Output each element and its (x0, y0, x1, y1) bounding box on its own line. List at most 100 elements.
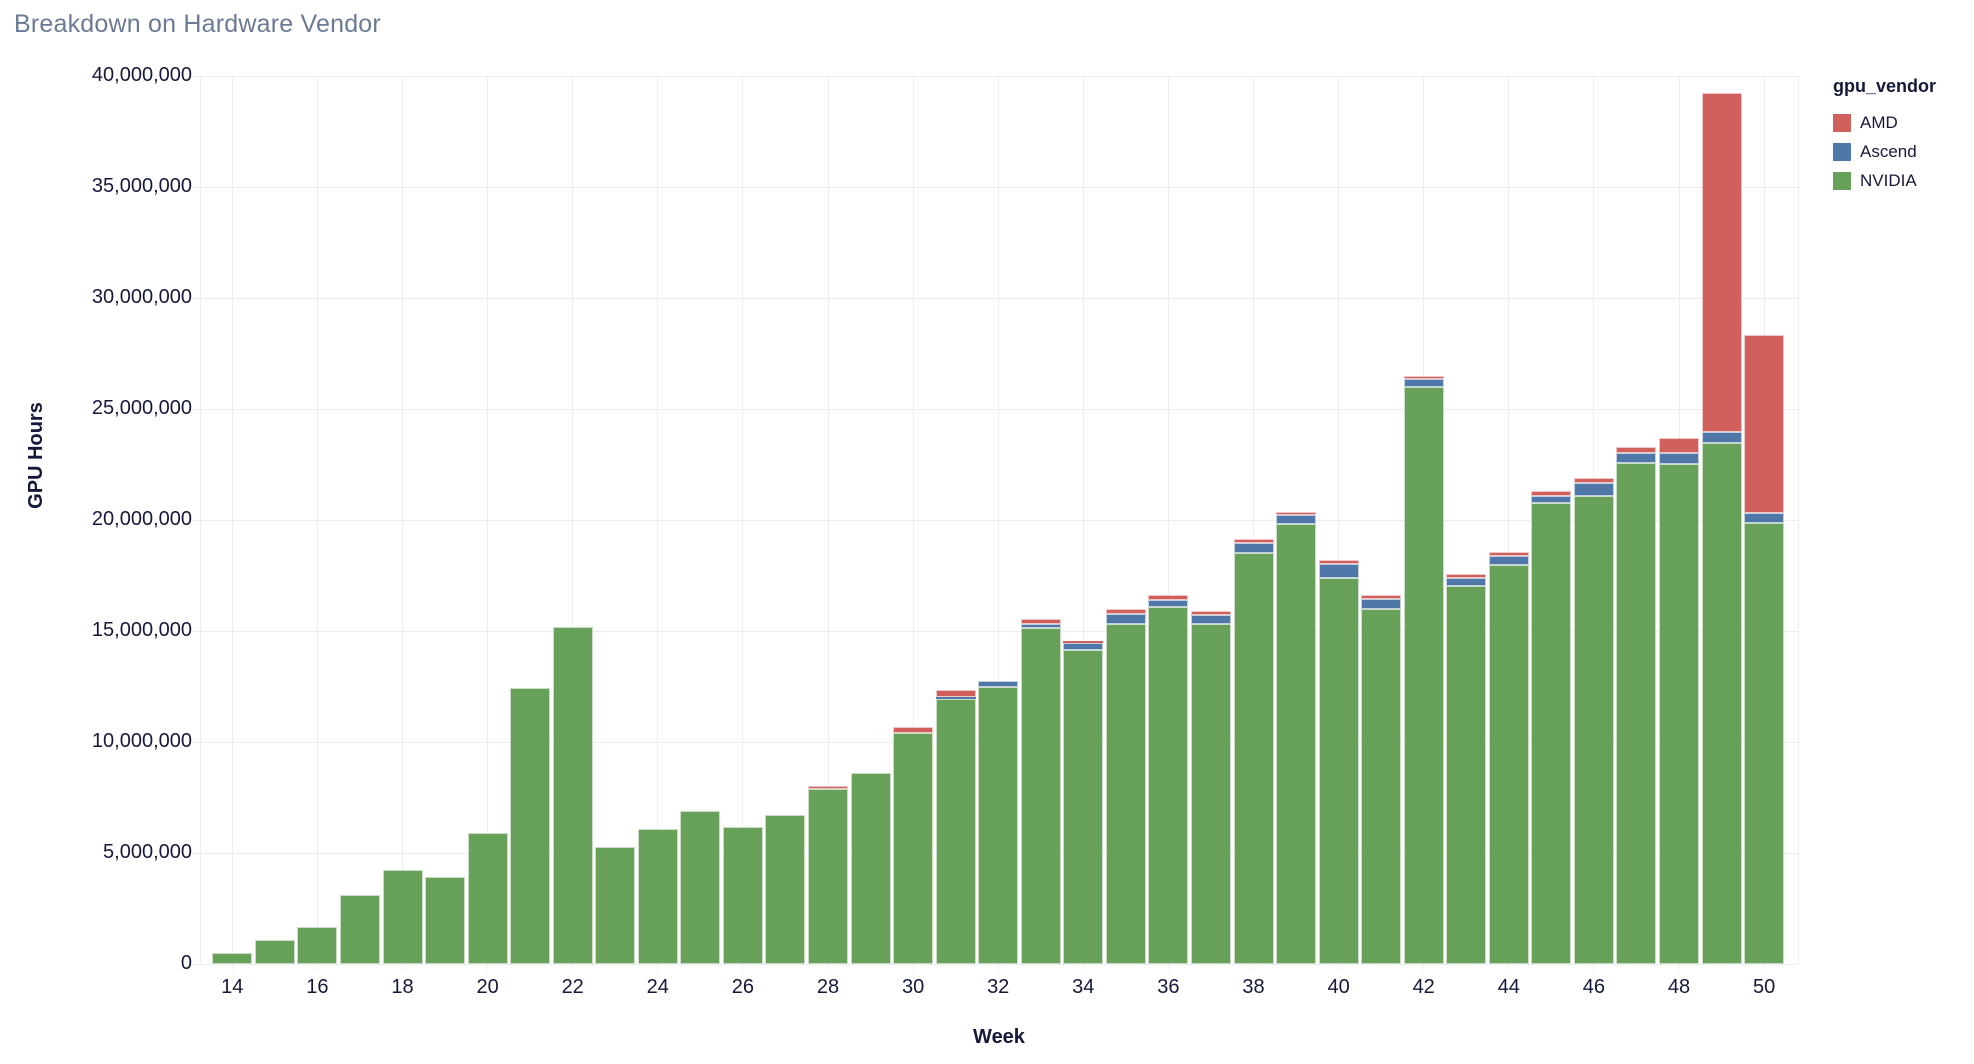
bar-segment-ascend-week-38 (1233, 542, 1274, 554)
bar-segment-amd-week-28 (808, 785, 848, 790)
bar-segment-amd-week-39 (1276, 511, 1317, 515)
x-tick-label: 26 (731, 976, 755, 998)
chart-title: Breakdown on Hardware Vendor (14, 10, 381, 38)
x-tick-mark (742, 964, 744, 970)
x-tick-mark (1253, 964, 1254, 970)
bar-segment-amd-week-33 (1020, 619, 1061, 625)
x-tick-label: 50 (1752, 976, 1776, 998)
bar-segment-nvidia-week-42 (1403, 387, 1444, 964)
x-gridline (657, 76, 659, 964)
bar-segment-nvidia-week-34 (1063, 650, 1104, 964)
legend-item-amd[interactable]: AMD (1833, 113, 1973, 133)
y-gridline (192, 408, 1798, 410)
bar-segment-ascend-week-34 (1063, 643, 1104, 651)
y-gridline (192, 75, 1798, 77)
x-axis-title: Week (973, 1026, 1025, 1048)
bar-segment-amd-week-37 (1190, 611, 1231, 615)
bar-segment-ascend-week-46 (1573, 483, 1614, 496)
x-tick-mark (231, 964, 233, 970)
x-tick-mark (316, 964, 318, 970)
plot-left-border (200, 76, 201, 964)
x-gridline (316, 76, 318, 964)
bar-segment-nvidia-week-46 (1573, 495, 1614, 964)
bar-segment-amd-week-46 (1573, 477, 1614, 484)
bar-segment-nvidia-week-24 (637, 829, 678, 964)
x-tick-mark (827, 964, 829, 970)
x-tick-mark (997, 964, 999, 970)
bar-segment-nvidia-week-33 (1020, 628, 1061, 964)
x-tick-label: 48 (1667, 976, 1691, 998)
y-tick-label: 35,000,000 (91, 175, 192, 197)
bar-segment-nvidia-week-22 (552, 627, 593, 964)
y-gridline (192, 963, 1798, 965)
y-tick-label: 30,000,000 (91, 286, 192, 308)
bar-segment-ascend-week-50 (1744, 513, 1785, 524)
bar-segment-nvidia-week-47 (1616, 462, 1657, 964)
y-gridline (192, 519, 1798, 521)
y-gridline (192, 630, 1798, 632)
x-gridline (742, 76, 744, 964)
bar-segment-amd-week-47 (1616, 446, 1657, 453)
x-gridline (572, 76, 574, 964)
legend-item-ascend[interactable]: Ascend (1833, 142, 1973, 162)
bar-segment-amd-week-34 (1063, 641, 1104, 644)
x-tick-label: 20 (476, 976, 499, 998)
y-tick-label: 0 (180, 952, 192, 974)
bar-segment-nvidia-week-26 (722, 826, 763, 964)
bar-segment-nvidia-week-35 (1105, 624, 1146, 964)
y-tick-label: 10,000,000 (91, 730, 192, 752)
bar-segment-nvidia-week-39 (1276, 523, 1317, 964)
bar-segment-nvidia-week-28 (808, 789, 848, 964)
bar-segment-ascend-week-37 (1190, 615, 1231, 625)
x-tick-mark (912, 964, 914, 970)
x-gridline (997, 76, 999, 964)
bar-segment-nvidia-week-27 (765, 815, 806, 964)
y-gridline (192, 186, 1798, 188)
bar-segment-nvidia-week-36 (1148, 607, 1189, 964)
x-tick-label: 46 (1582, 976, 1606, 998)
y-tick-label: 20,000,000 (91, 508, 192, 530)
bar-segment-nvidia-week-14 (212, 953, 253, 964)
y-tick-label: 15,000,000 (91, 619, 192, 641)
x-tick-label: 42 (1412, 976, 1435, 998)
bar-segment-nvidia-week-16 (297, 927, 338, 964)
bar-segment-nvidia-week-32 (978, 686, 1019, 964)
x-gridline (1082, 76, 1084, 964)
y-tick-label: 25,000,000 (91, 397, 192, 419)
y-tick-label: 5,000,000 (103, 841, 192, 863)
bar-segment-nvidia-week-25 (680, 810, 721, 964)
legend-label-amd: AMD (1860, 113, 1898, 132)
bar-segment-ascend-week-32 (978, 680, 1019, 687)
x-tick-mark (1678, 964, 1680, 970)
bar-segment-amd-week-43 (1446, 574, 1487, 579)
y-tick-label: 40,000,000 (91, 64, 192, 86)
bar-segment-amd-week-30 (893, 727, 934, 734)
bar-segment-ascend-week-48 (1659, 452, 1699, 465)
bar-segment-amd-week-49 (1701, 93, 1742, 432)
x-tick-label: 32 (987, 976, 1010, 998)
bar-segment-ascend-week-47 (1616, 452, 1657, 463)
bar-segment-amd-week-31 (935, 690, 976, 697)
bar-segment-ascend-week-49 (1701, 431, 1742, 444)
plot-right-border (1798, 76, 1799, 964)
bar-segment-nvidia-week-44 (1488, 565, 1529, 964)
bar-segment-ascend-week-41 (1361, 598, 1402, 610)
x-tick-label: 16 (306, 976, 329, 998)
x-tick-label: 18 (391, 976, 414, 998)
bar-segment-amd-week-41 (1361, 594, 1402, 599)
legend-item-nvidia[interactable]: NVIDIA (1833, 171, 1973, 191)
bar-segment-nvidia-week-23 (595, 847, 636, 964)
bar-segment-nvidia-week-17 (339, 894, 380, 964)
bar-segment-amd-week-36 (1148, 594, 1189, 600)
legend-title: gpu_vendor (1833, 76, 1937, 96)
bar-segment-amd-week-38 (1233, 539, 1274, 543)
bar-segment-ascend-week-39 (1276, 514, 1317, 524)
bar-segment-nvidia-week-45 (1531, 503, 1572, 964)
x-gridline (1338, 76, 1340, 964)
bar-segment-nvidia-week-41 (1361, 609, 1402, 964)
bar-segment-nvidia-week-43 (1446, 585, 1487, 964)
x-tick-mark (1508, 964, 1510, 970)
bar-segment-ascend-week-35 (1105, 614, 1146, 625)
bar-segment-amd-week-42 (1403, 375, 1444, 380)
